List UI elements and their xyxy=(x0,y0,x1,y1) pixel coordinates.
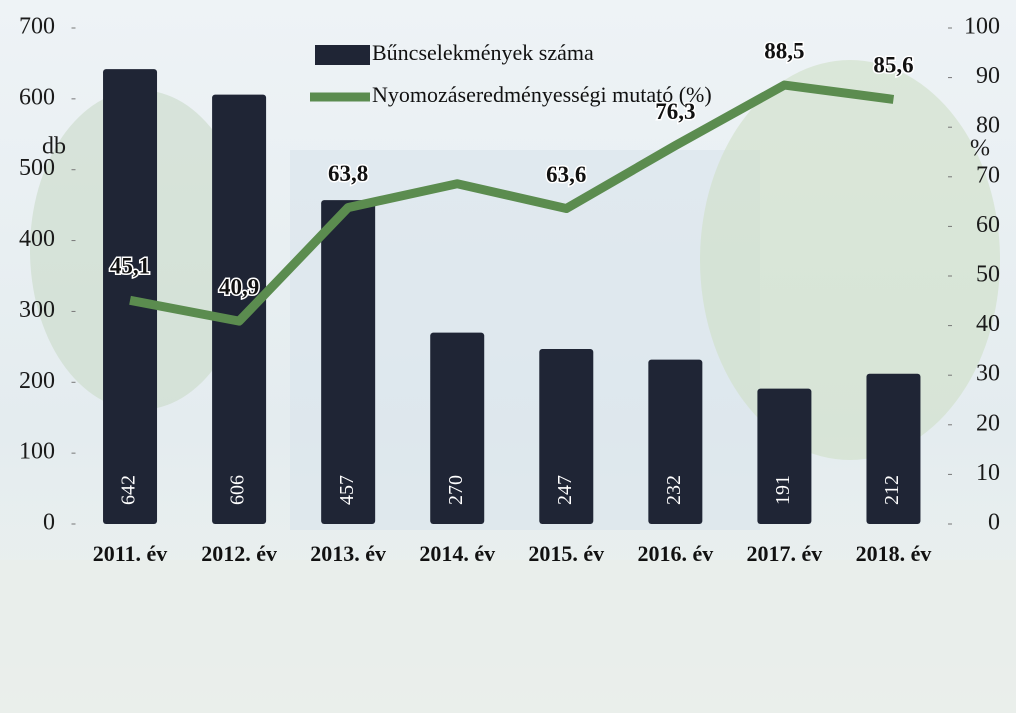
y-tick-label: 200 xyxy=(19,368,55,394)
y-axis-label: db xyxy=(42,134,66,160)
y-tick-label: 400 xyxy=(19,226,55,252)
bar xyxy=(103,69,158,525)
bar-value-label: 232 xyxy=(663,475,685,505)
x-tick-label: 2013. év xyxy=(310,541,386,566)
x-tick-label: 2016. év xyxy=(637,541,713,566)
bar-value-label: 191 xyxy=(772,475,794,505)
y2-tick-label: 10 xyxy=(976,460,1000,486)
x-tick-label: 2017. év xyxy=(747,541,823,566)
x-tick-label: 2015. év xyxy=(528,541,604,566)
y-tick-label: 0 xyxy=(43,510,55,536)
line-value-label: 88,5 xyxy=(764,38,804,63)
y2-tick-label: 50 xyxy=(976,262,1000,288)
y2-axis-label: % xyxy=(970,136,990,162)
line-value-label: 63,6 xyxy=(546,162,586,187)
bar-value-label: 642 xyxy=(118,475,140,505)
y2-tick-label: 70 xyxy=(976,162,1000,188)
bar-value-label: 247 xyxy=(554,475,576,505)
y2-tick-label: 20 xyxy=(976,410,1000,436)
bar xyxy=(321,200,376,524)
x-tick-label: 2012. év xyxy=(201,541,277,566)
y2-tick-label: 60 xyxy=(976,212,1000,238)
legend-label: Nyomozáseredményességi mutató (%) xyxy=(372,82,712,107)
y2-tick-label: 90 xyxy=(976,63,1000,89)
x-tick-label: 2011. év xyxy=(93,541,168,566)
legend-label: Bűncselekmények száma xyxy=(372,40,594,65)
bar xyxy=(757,388,812,524)
bar-value-label: 457 xyxy=(336,475,358,505)
bar xyxy=(866,373,921,524)
line xyxy=(129,80,895,326)
bar xyxy=(430,332,485,524)
line-value-label: 85,6 xyxy=(873,53,913,78)
y2-tick-label: 100 xyxy=(964,14,1000,40)
y-tick-label: 300 xyxy=(19,297,55,323)
tree xyxy=(700,60,1000,460)
ground xyxy=(0,560,1016,713)
y-tick-label: 600 xyxy=(19,84,55,110)
bar-value-label: 270 xyxy=(445,475,467,505)
y2-tick-label: 0 xyxy=(988,510,1000,536)
legend-swatch xyxy=(315,45,370,65)
line-value-label: 45,1 xyxy=(110,254,150,279)
bar xyxy=(539,348,594,524)
bar xyxy=(648,359,703,524)
y2-tick-label: 30 xyxy=(976,361,1000,387)
bar-value-label: 606 xyxy=(227,475,249,505)
y-tick-label: 100 xyxy=(19,439,55,465)
line-value-label: 76,3 xyxy=(655,99,695,124)
x-tick-label: 2018. év xyxy=(856,541,932,566)
y-tick-label: 700 xyxy=(19,14,55,40)
y-tick-label: 500 xyxy=(19,155,55,181)
bar xyxy=(212,94,267,524)
y2-tick-label: 40 xyxy=(976,311,1000,337)
x-tick-label: 2014. év xyxy=(419,541,495,566)
bar-value-label: 212 xyxy=(881,475,903,505)
line-value-label: 40,9 xyxy=(219,274,259,299)
line-value-label: 63,8 xyxy=(328,161,368,186)
y2-tick-label: 80 xyxy=(976,113,1000,139)
